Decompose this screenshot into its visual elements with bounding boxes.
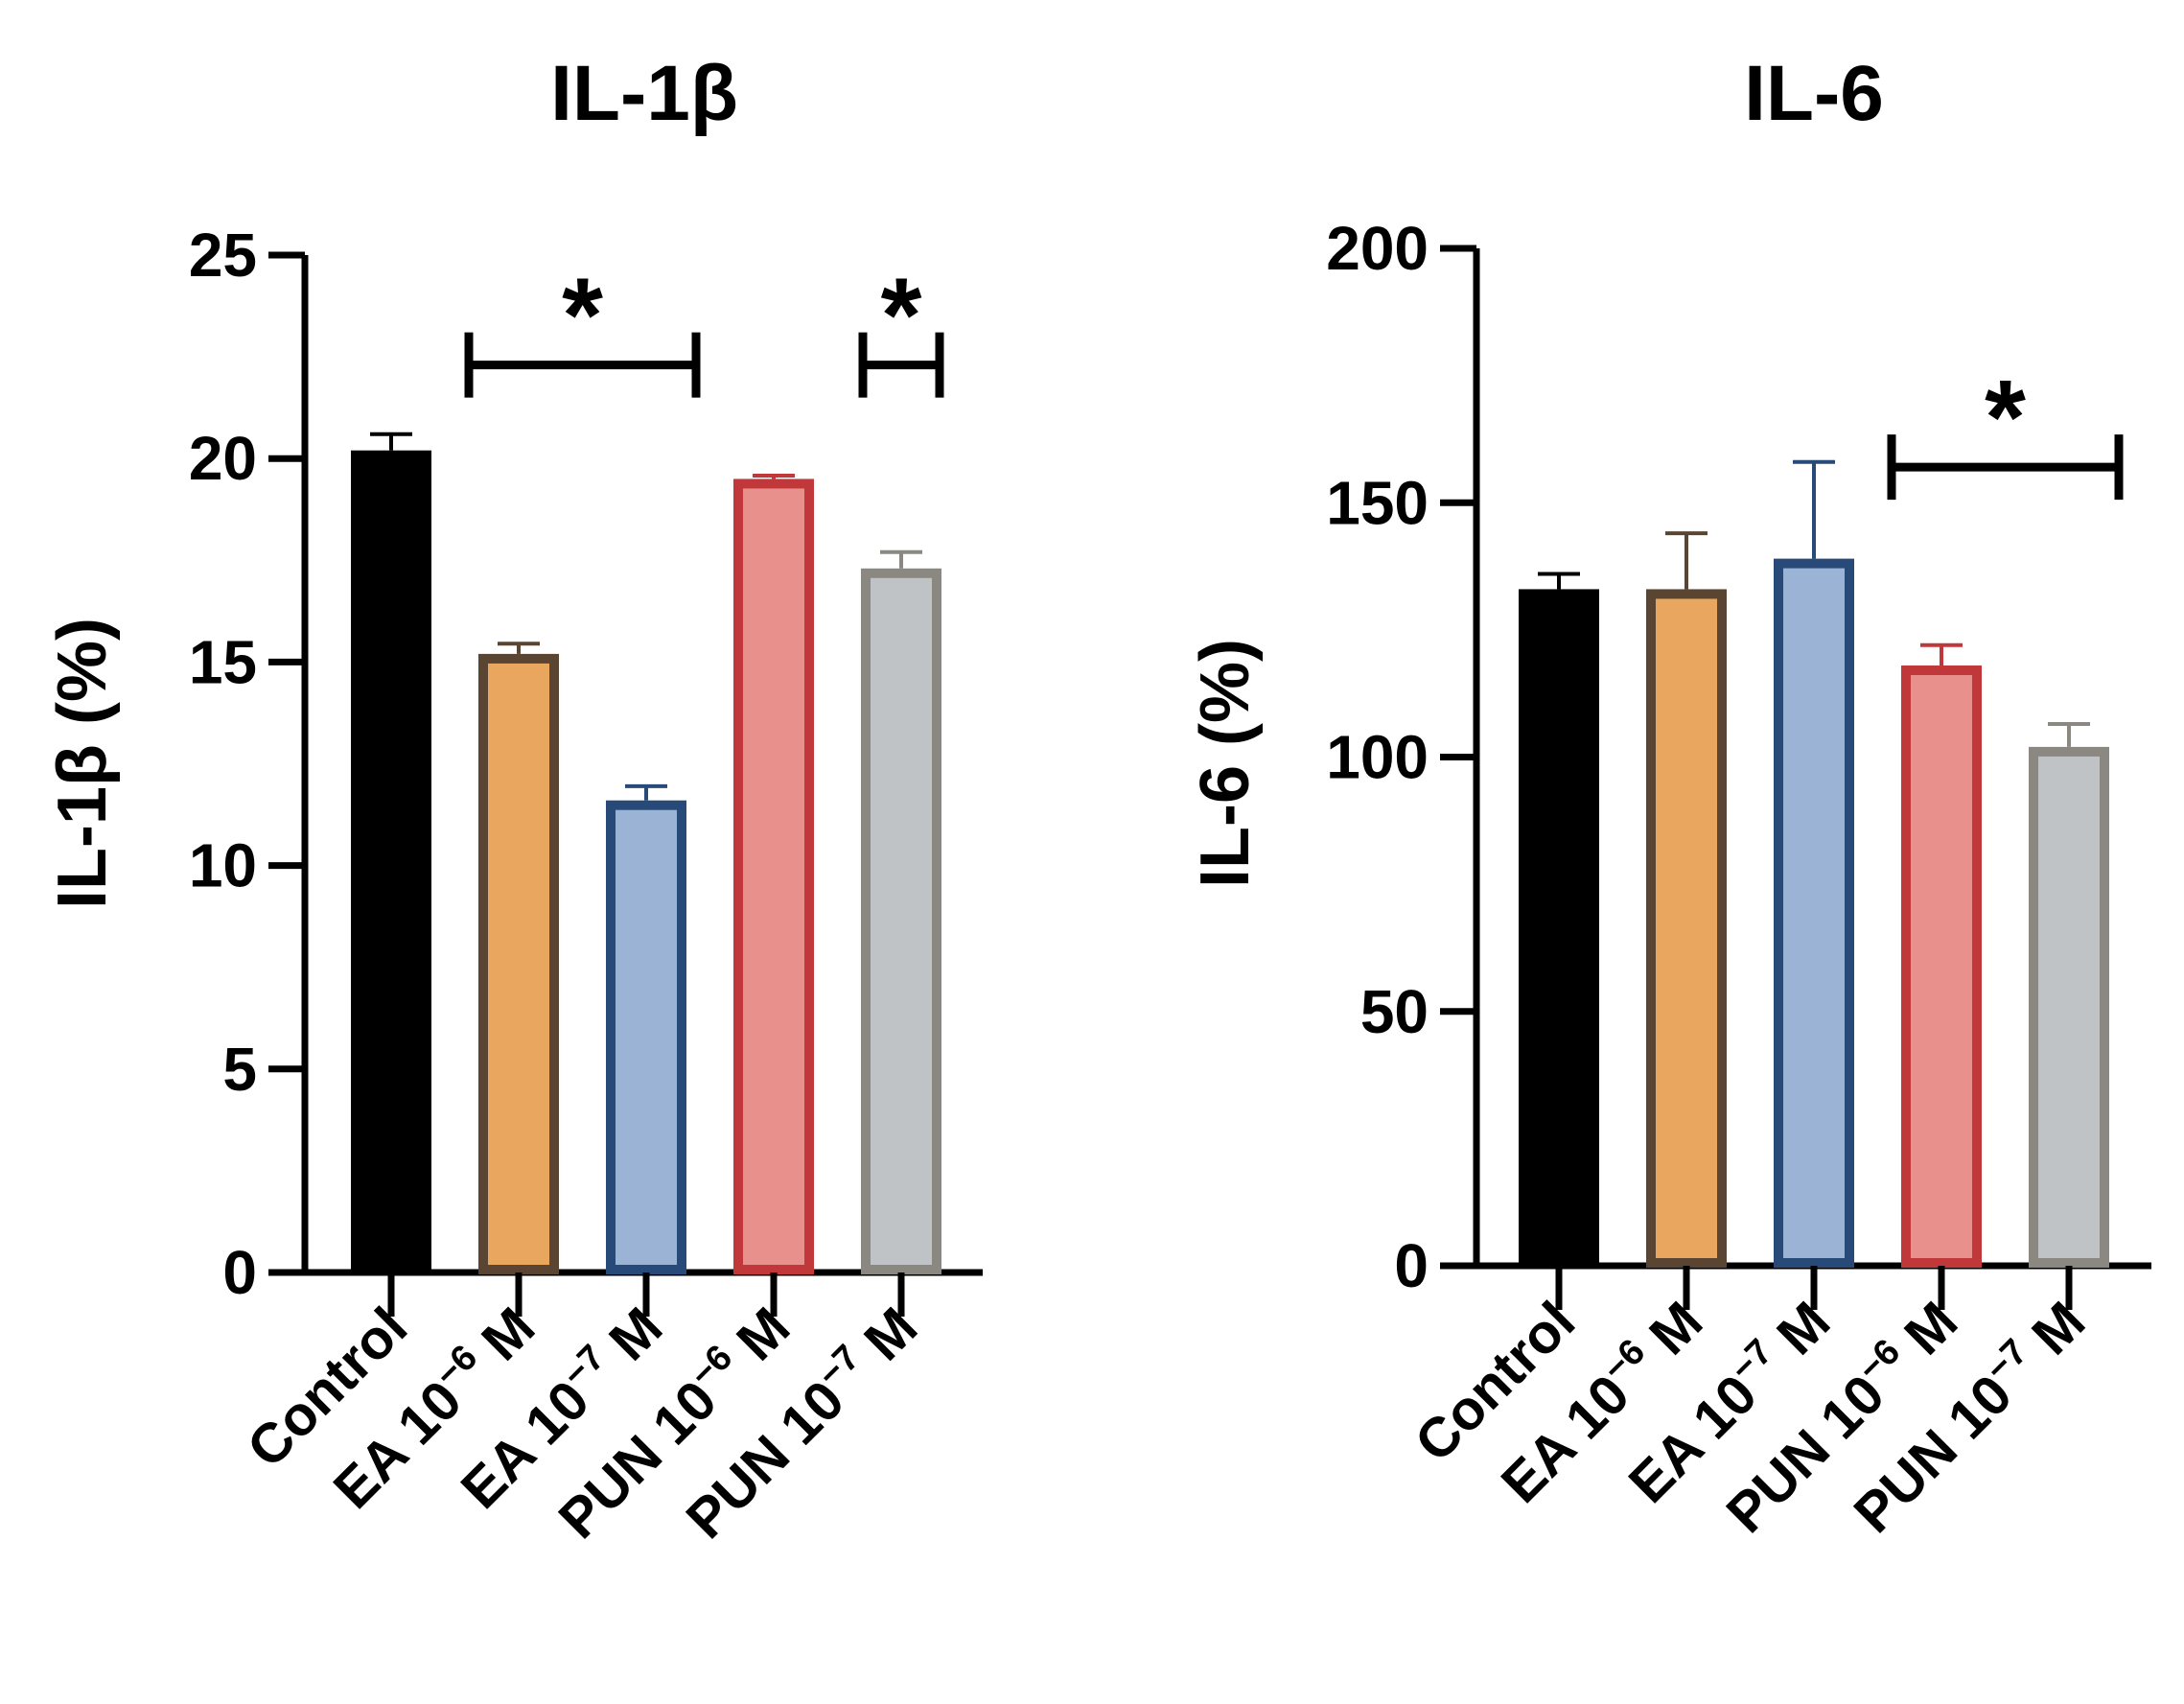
y-tick-label: 15 [189, 627, 257, 696]
y-tick-label: 100 [1326, 723, 1429, 792]
significance-star: * [1985, 359, 2026, 477]
y-tick-label: 50 [1360, 977, 1429, 1046]
significance-star: * [881, 257, 922, 375]
bar [478, 653, 559, 1274]
y-tick-label: 0 [1394, 1231, 1429, 1300]
bar [606, 800, 686, 1274]
chart-title: IL-1β [550, 50, 738, 137]
y-tick-label: 20 [189, 424, 257, 493]
bar [1774, 558, 1854, 1268]
bar [2029, 746, 2109, 1268]
y-tick-label: 150 [1326, 468, 1429, 537]
y-tick-label: 200 [1326, 214, 1429, 283]
y-tick-label: 10 [189, 831, 257, 900]
significance-star: * [562, 257, 603, 375]
chart-title: IL-6 [1744, 50, 1884, 137]
y-tick-label: 0 [222, 1238, 257, 1307]
bar [861, 568, 941, 1274]
y-axis-label: IL-1β (%) [44, 618, 121, 909]
bar [1519, 589, 1599, 1263]
y-tick-label: 25 [189, 221, 257, 290]
y-tick-label: 5 [222, 1035, 257, 1104]
bar [351, 450, 431, 1270]
bar [1646, 589, 1727, 1268]
bar [1901, 665, 1982, 1268]
y-axis-label: IL-6 (%) [1187, 639, 1264, 888]
bar [733, 479, 814, 1275]
